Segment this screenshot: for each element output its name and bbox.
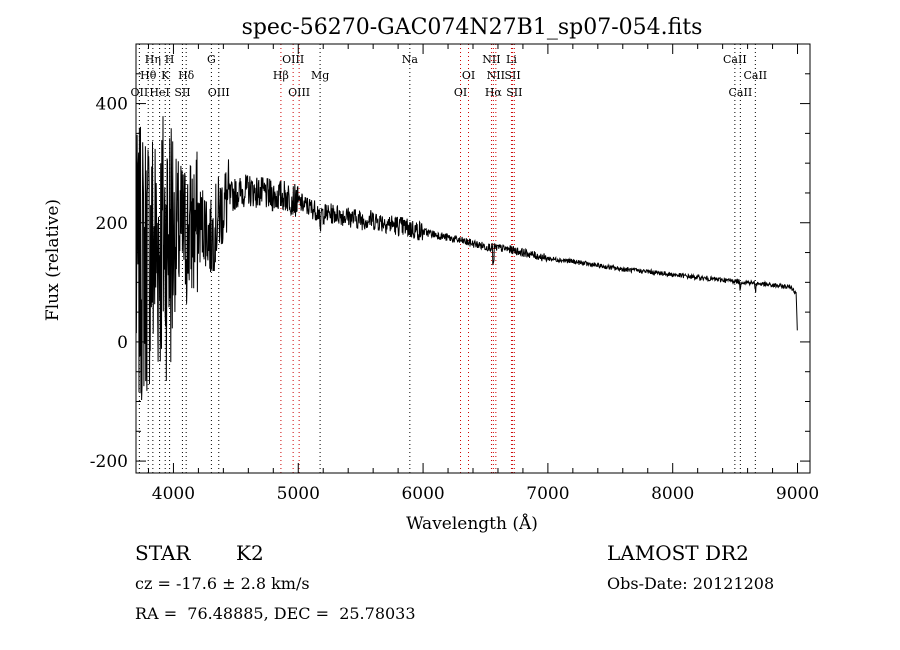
y-tick-label: 0	[117, 333, 128, 353]
spectral-line-label: OIII	[282, 53, 304, 66]
spectral-line-label: SII	[504, 69, 520, 82]
y-tick-label: 200	[96, 214, 128, 234]
y-tick-label: -200	[90, 452, 128, 472]
spectral-lines	[138, 44, 756, 473]
x-tick-label: 8000	[651, 484, 694, 504]
spectral-line-label: Na	[402, 53, 419, 66]
spectral-line-label: K	[161, 69, 170, 82]
spectral-line-label: OI	[462, 69, 475, 82]
spectral-line-label: HeI	[149, 86, 169, 99]
x-tick-label: 7000	[526, 484, 569, 504]
x-tick-labels: 4000 5000 6000 7000 8000 9000	[152, 484, 819, 504]
spectral-line-label: OIII	[288, 86, 310, 99]
spectral-line-label: Mg	[311, 69, 329, 82]
x-tick-label: 4000	[152, 484, 195, 504]
spectral-line-label: OI	[454, 86, 467, 99]
x-tick-label: 9000	[776, 484, 819, 504]
spectral-line-label: SII	[506, 86, 522, 99]
spectral-line-label: Hα	[485, 86, 503, 99]
spectral-line-label: Li	[506, 53, 517, 66]
chart-title: spec-56270-GAC074N27B1_sp07-054.fits	[242, 15, 703, 40]
spectral-line-label: Hδ	[178, 69, 195, 82]
class-label: STAR	[135, 541, 191, 565]
y-tick-label: 400	[96, 95, 128, 115]
redshift-value: cz = -17.6 ± 2.8 km/s	[135, 574, 310, 593]
spectral-line-label: OIII	[208, 86, 230, 99]
obs-date: Obs-Date: 20121208	[607, 574, 775, 593]
plot-frame	[135, 43, 811, 474]
spectral-line-label: NII	[482, 53, 500, 66]
spectral-line-label: SII	[174, 86, 190, 99]
spectral-line-label: Hθ	[140, 69, 157, 82]
y-tick-labels: -200 0 200 400	[90, 95, 128, 473]
y-axis-label: Flux (relative)	[43, 199, 63, 321]
spectral-line-label: H	[165, 53, 175, 66]
spectral-line-label: Hβ	[273, 69, 289, 82]
coordinates: RA = 76.48885, DEC = 25.78033	[135, 604, 416, 623]
spectral-line-label: NII	[487, 69, 505, 82]
spectral-line-label: Hη	[145, 53, 161, 66]
spectral-line-label: G	[207, 53, 216, 66]
spectral-line-label: OII	[131, 86, 149, 99]
subclass-label: K2	[236, 541, 264, 565]
axis-ticks	[136, 44, 810, 473]
spectral-line-label: CaII	[743, 69, 767, 82]
x-tick-label: 6000	[401, 484, 444, 504]
spectrum-line	[135, 116, 798, 401]
survey-label: LAMOST DR2	[607, 541, 749, 565]
spectral-line-label: CaII	[723, 53, 747, 66]
x-tick-label: 5000	[277, 484, 320, 504]
spectral-line-label: CaII	[729, 86, 753, 99]
x-axis-label: Wavelength (Å)	[406, 513, 538, 534]
